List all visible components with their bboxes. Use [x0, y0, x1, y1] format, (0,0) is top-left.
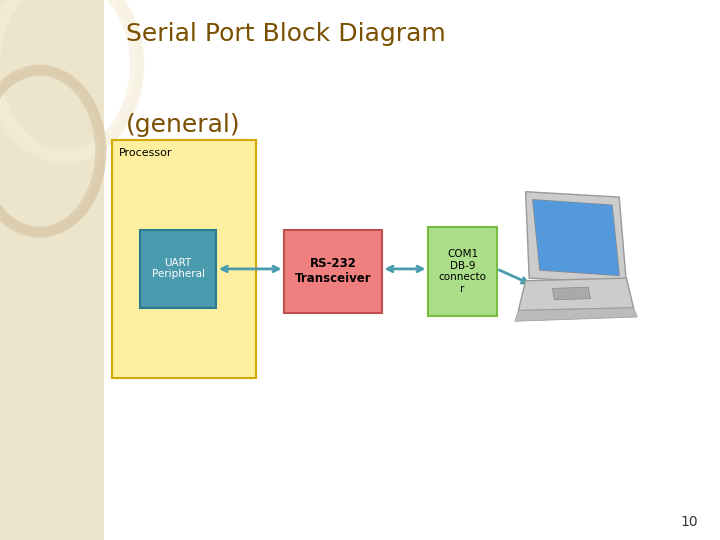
Text: UART
Peripheral: UART Peripheral [152, 258, 204, 280]
Polygon shape [526, 192, 626, 284]
Polygon shape [518, 278, 634, 310]
Polygon shape [515, 308, 637, 321]
Text: Processor: Processor [119, 148, 172, 159]
Polygon shape [533, 200, 619, 275]
FancyBboxPatch shape [112, 140, 256, 378]
Text: (general): (general) [126, 113, 240, 137]
Bar [0, 0, 104, 540]
Text: 10: 10 [681, 515, 698, 529]
Polygon shape [552, 287, 590, 300]
Text: COM1
DB-9
connecto
r: COM1 DB-9 connecto r [438, 249, 487, 294]
FancyBboxPatch shape [428, 227, 497, 316]
Text: Serial Port Block Diagram: Serial Port Block Diagram [126, 22, 446, 45]
FancyBboxPatch shape [284, 230, 382, 313]
FancyBboxPatch shape [140, 230, 216, 308]
Text: RS-232
Transceiver: RS-232 Transceiver [294, 258, 372, 285]
Polygon shape [533, 200, 619, 275]
